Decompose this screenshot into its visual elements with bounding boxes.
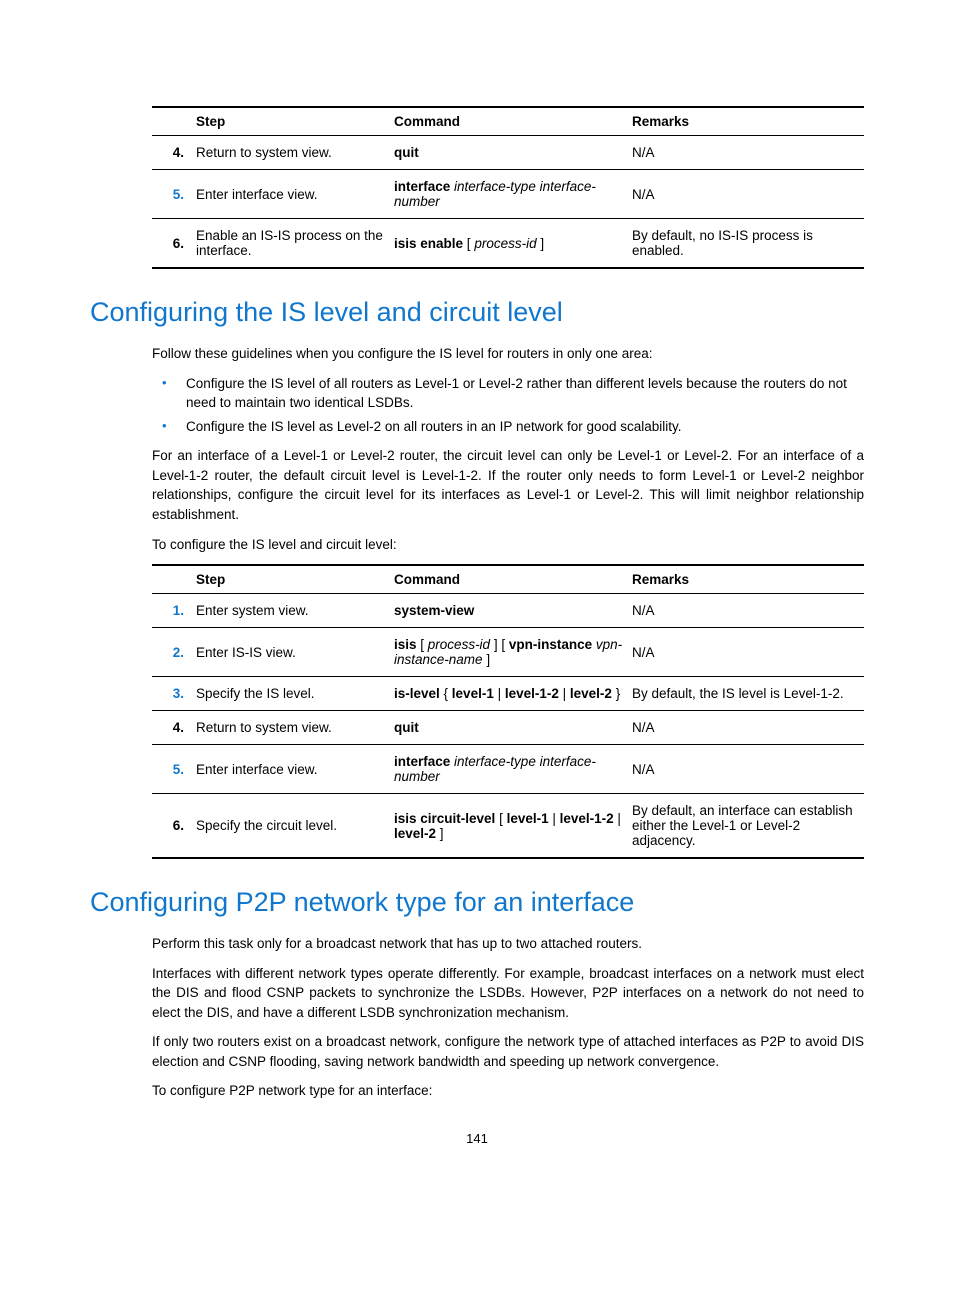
paragraph: To configure the IS level and circuit le… [152,535,864,555]
table-row: 5. Enter interface view. interface inter… [152,745,864,794]
table-row: 6. Enable an IS-IS process on the interf… [152,219,864,269]
table-row: 1. Enter system view. system-view N/A [152,594,864,628]
paragraph: Follow these guidelines when you configu… [152,344,864,364]
paragraph: Interfaces with different network types … [152,964,864,1023]
th-remarks: Remarks [628,565,864,594]
th-step: Step [192,107,390,136]
command-text: quit [390,711,628,745]
step-number: 4. [152,711,192,745]
table-row: 3. Specify the IS level. is-level { leve… [152,677,864,711]
paragraph: For an interface of a Level-1 or Level-2… [152,446,864,524]
table-row: 4. Return to system view. quit N/A [152,136,864,170]
step-text: Enter interface view. [192,745,390,794]
paragraph: To configure P2P network type for an int… [152,1081,864,1101]
table1-wrap: Step Command Remarks 4. Return to system… [152,106,864,269]
section1-body: Follow these guidelines when you configu… [152,344,864,859]
remarks-text: N/A [628,745,864,794]
command-text: system-view [390,594,628,628]
th-remarks: Remarks [628,107,864,136]
th-step: Step [192,565,390,594]
step-number: 5. [152,745,192,794]
list-item: Configure the IS level of all routers as… [152,374,864,413]
step-text: Enter IS-IS view. [192,628,390,677]
th-command: Command [390,107,628,136]
command-text: isis enable [ process-id ] [390,219,628,269]
step-number: 1. [152,594,192,628]
command-text: interface interface-type interface-numbe… [390,745,628,794]
step-text: Enable an IS-IS process on the interface… [192,219,390,269]
step-text: Specify the IS level. [192,677,390,711]
heading-is-level: Configuring the IS level and circuit lev… [90,297,864,328]
table-isis-enable: Step Command Remarks 4. Return to system… [152,106,864,269]
heading-p2p: Configuring P2P network type for an inte… [90,887,864,918]
remarks-text: N/A [628,628,864,677]
step-number: 3. [152,677,192,711]
remarks-text: By default, no IS-IS process is enabled. [628,219,864,269]
table-row: 4. Return to system view. quit N/A [152,711,864,745]
step-text: Return to system view. [192,711,390,745]
command-text: is-level { level-1 | level-1-2 | level-2… [390,677,628,711]
remarks-text: By default, an interface can establish e… [628,794,864,859]
table-row: 6. Specify the circuit level. isis circu… [152,794,864,859]
remarks-text: N/A [628,594,864,628]
section2-body: Perform this task only for a broadcast n… [152,934,864,1101]
command-text: interface interface-type interface-numbe… [390,170,628,219]
remarks-text: N/A [628,136,864,170]
remarks-text: By default, the IS level is Level-1-2. [628,677,864,711]
table-row: 5. Enter interface view. interface inter… [152,170,864,219]
step-number: 4. [152,136,192,170]
bullet-list: Configure the IS level of all routers as… [152,374,864,437]
command-text: isis [ process-id ] [ vpn-instance vpn-i… [390,628,628,677]
step-number: 6. [152,219,192,269]
remarks-text: N/A [628,711,864,745]
paragraph: Perform this task only for a broadcast n… [152,934,864,954]
th-command: Command [390,565,628,594]
list-item: Configure the IS level as Level-2 on all… [152,417,864,437]
step-text: Enter interface view. [192,170,390,219]
command-text: quit [390,136,628,170]
step-number: 2. [152,628,192,677]
table-is-level: Step Command Remarks 1. Enter system vie… [152,564,864,859]
page-number: 141 [90,1131,864,1146]
step-number: 6. [152,794,192,859]
step-text: Specify the circuit level. [192,794,390,859]
remarks-text: N/A [628,170,864,219]
step-number: 5. [152,170,192,219]
table-row: 2. Enter IS-IS view. isis [ process-id ]… [152,628,864,677]
page: Step Command Remarks 4. Return to system… [0,0,954,1206]
step-text: Enter system view. [192,594,390,628]
paragraph: If only two routers exist on a broadcast… [152,1032,864,1071]
command-text: isis circuit-level [ level-1 | level-1-2… [390,794,628,859]
step-text: Return to system view. [192,136,390,170]
